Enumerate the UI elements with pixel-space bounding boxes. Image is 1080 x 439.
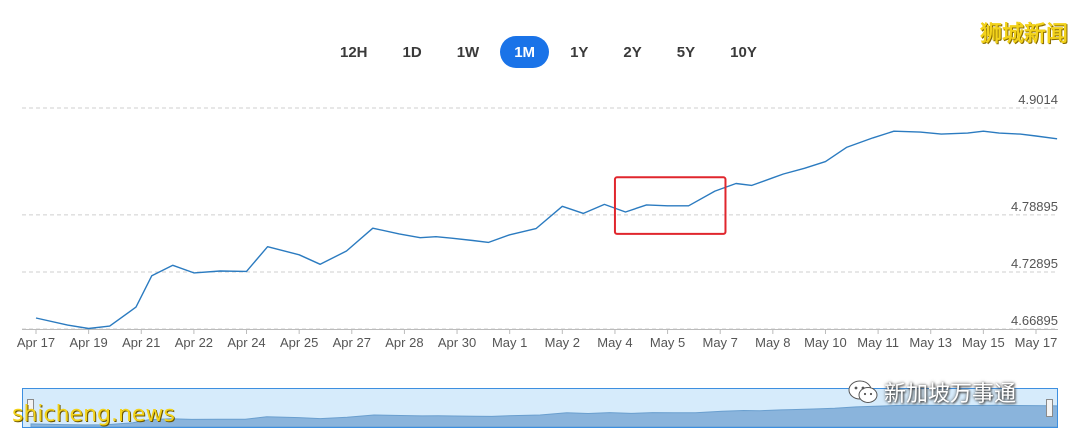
- x-tick-label-10: May 2: [545, 335, 580, 350]
- range-button-1y[interactable]: 1Y: [556, 36, 602, 68]
- wechat-account-name: 新加坡万事通: [884, 382, 1017, 407]
- x-tick-label-7: Apr 28: [385, 335, 423, 350]
- range-button-1m[interactable]: 1M: [500, 36, 550, 68]
- x-tick-label-17: May 13: [909, 335, 952, 350]
- x-tick-label-12: May 5: [650, 335, 685, 350]
- x-tick-label-3: Apr 22: [175, 335, 213, 350]
- wechat-icon: [848, 380, 878, 403]
- navigator-right-handle[interactable]: [1046, 399, 1053, 417]
- range-button-2y[interactable]: 2Y: [609, 36, 655, 68]
- range-button-5y[interactable]: 5Y: [663, 36, 709, 68]
- watermark-wechat: 新加坡万事通: [848, 376, 1016, 408]
- x-tick-label-13: May 7: [703, 335, 738, 350]
- watermark-shicheng-news: shicheng.news: [12, 402, 175, 427]
- x-tick-label-11: May 4: [597, 335, 632, 350]
- watermark-shicheng-cn: 狮城新闻: [979, 22, 1068, 47]
- range-button-10y[interactable]: 10Y: [716, 36, 771, 68]
- range-button-12h[interactable]: 12H: [326, 36, 382, 68]
- x-tick-label-4: Apr 24: [227, 335, 265, 350]
- x-tick-label-16: May 11: [857, 335, 899, 350]
- x-tick-label-2: Apr 21: [122, 335, 160, 350]
- exchange-rate-chart: 4.9014 4.78895 4.72895 4.66895 Apr 17 Apr 19 A…: [17, 92, 1058, 350]
- x-tick-label-19: May 17: [1015, 335, 1058, 350]
- range-button-1w[interactable]: 1W: [443, 36, 494, 68]
- x-tick-label-1: Apr 19: [69, 335, 107, 350]
- y-tick-label-0: 4.9014: [1018, 92, 1058, 107]
- x-tick-label-0: Apr 17: [17, 335, 55, 350]
- series-line: [35, 130, 1058, 330]
- x-tick-label-8: Apr 30: [438, 335, 476, 350]
- x-tick-label-6: Apr 27: [333, 335, 371, 350]
- x-tick-label-15: May 10: [804, 335, 847, 350]
- y-tick-label-2: 4.72895: [1011, 256, 1058, 271]
- x-tick-label-9: May 1: [492, 335, 527, 350]
- x-tick-label-5: Apr 25: [280, 335, 318, 350]
- navigator-left-handle[interactable]: [27, 399, 34, 417]
- y-tick-label-3: 4.66895: [1011, 313, 1058, 328]
- x-tick-label-18: May 15: [962, 335, 1005, 350]
- range-navigator[interactable]: [22, 388, 1058, 428]
- highlight-box: [613, 176, 727, 235]
- time-range-selector: 12H 1D 1W 1M 1Y 2Y 5Y 10Y: [326, 36, 778, 68]
- y-tick-label-1: 4.78895: [1011, 199, 1058, 214]
- x-tick-label-14: May 8: [755, 335, 790, 350]
- navigator-area-preview: [30, 404, 1057, 427]
- range-button-1d[interactable]: 1D: [389, 36, 436, 68]
- navigator-area: [30, 404, 1057, 427]
